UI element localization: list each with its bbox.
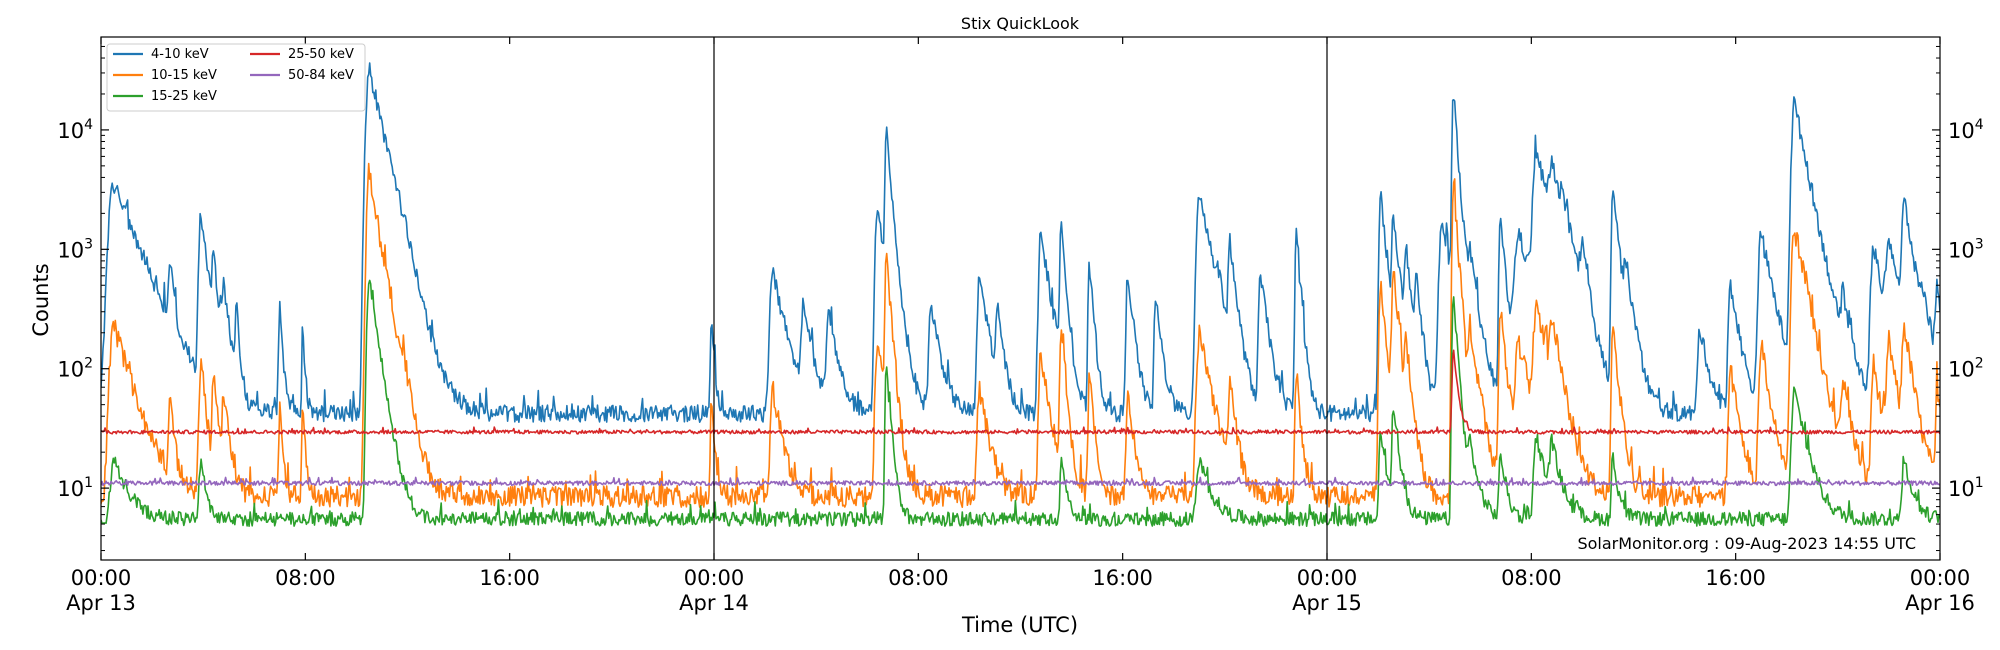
legend-label: 50-84 keV — [288, 68, 354, 83]
x-tick-label: 08:00 — [275, 566, 336, 590]
x-tick-date-label: Apr 16 — [1905, 591, 1975, 615]
x-tick-label: 00:00 — [684, 566, 745, 590]
y-tick-label-right: 101 — [1948, 475, 1984, 501]
y-tick-label-right: 104 — [1948, 117, 1984, 143]
x-tick-label: 16:00 — [479, 566, 540, 590]
x-tick-label: 00:00 — [71, 566, 132, 590]
legend-label: 25-50 keV — [288, 47, 354, 62]
y-tick-label: 102 — [57, 356, 93, 382]
chart-title: Stix QuickLook — [961, 14, 1080, 33]
plot-frame — [100, 36, 1941, 561]
x-tick-label: 16:00 — [1092, 566, 1153, 590]
series-line-15-25-keV — [101, 279, 1940, 528]
x-tick-date-label: Apr 14 — [679, 591, 749, 615]
x-axis-title: Time (UTC) — [961, 613, 1078, 637]
legend-label: 15-25 keV — [151, 89, 217, 104]
grid-layer — [713, 37, 1328, 560]
legend-box — [106, 43, 366, 112]
y-axis-title: Counts — [29, 263, 53, 336]
legend-label: 4-10 keV — [151, 47, 209, 62]
x-tick-label: 00:00 — [1297, 566, 1358, 590]
x-tick-label: 08:00 — [1501, 566, 1562, 590]
credit-text: SolarMonitor.org : 09-Aug-2023 14:55 UTC — [1577, 534, 1916, 553]
series-line-25-50-keV — [101, 349, 1940, 435]
x-tick-label: 08:00 — [888, 566, 949, 590]
y-tick-label: 103 — [57, 236, 93, 262]
y-tick-label: 104 — [57, 117, 93, 143]
series-line-50-84-keV — [101, 476, 1940, 487]
series-layer — [101, 62, 1940, 528]
legend: 4-10 keV 10-15 keV 15-25 keV 25-50 keV 50-84… — [106, 43, 366, 112]
x-tick-date-label: Apr 13 — [66, 591, 136, 615]
y-tick-label-right: 103 — [1948, 236, 1984, 262]
series-line-4-10-keV — [101, 62, 1940, 424]
y-tick-label-right: 102 — [1948, 356, 1984, 382]
legend-label: 10-15 keV — [151, 68, 217, 83]
y-tick-label: 101 — [57, 475, 93, 501]
x-tick-label: 16:00 — [1705, 566, 1766, 590]
x-tick-date-label: Apr 15 — [1292, 591, 1362, 615]
x-tick-label: 00:00 — [1910, 566, 1971, 590]
